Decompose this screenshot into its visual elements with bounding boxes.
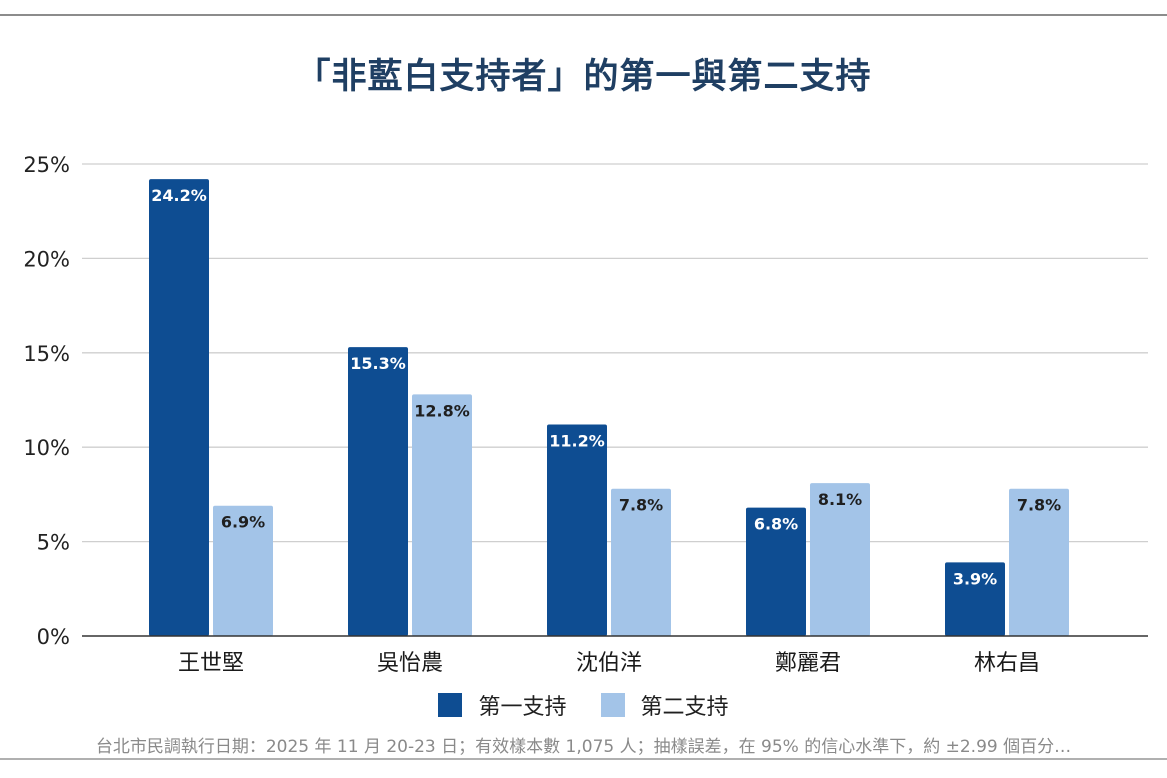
bar <box>149 179 209 636</box>
data-label: 7.8% <box>1017 496 1061 515</box>
bar <box>1009 488 1069 636</box>
bottom-border <box>0 758 1167 760</box>
data-label: 15.3% <box>350 354 406 373</box>
bar <box>547 424 607 636</box>
data-label: 11.2% <box>549 432 605 451</box>
y-tick-label: 20% <box>23 247 70 271</box>
x-tick-label: 吳怡農 <box>377 651 443 676</box>
legend-swatch-first <box>438 693 463 717</box>
bar <box>412 394 472 636</box>
data-label: 7.8% <box>619 496 663 515</box>
bar <box>348 347 408 636</box>
bar <box>746 507 806 636</box>
legend-swatch-second <box>600 693 625 717</box>
x-tick-label: 王世堅 <box>178 651 244 676</box>
bar <box>810 483 870 636</box>
x-tick-label: 沈伯洋 <box>576 651 642 676</box>
legend-label-second: 第二支持 <box>640 695 729 720</box>
legend: 第一支持 第二支持 <box>0 688 1167 722</box>
data-label: 3.9% <box>953 569 997 588</box>
bar <box>945 562 1005 636</box>
bar <box>213 505 273 636</box>
data-label: 6.9% <box>221 513 265 532</box>
chart-title: 「非藍白支持者」的第一與第二支持 <box>295 57 872 97</box>
legend-item-second: 第二支持 <box>600 689 729 721</box>
data-label: 12.8% <box>414 401 470 420</box>
x-tick-label: 林右昌 <box>974 651 1040 676</box>
y-tick-label: 15% <box>23 342 70 366</box>
y-tick-label: 0% <box>37 625 70 649</box>
bar <box>611 488 671 636</box>
x-tick-label: 鄭麗君 <box>775 651 841 676</box>
y-tick-label: 10% <box>23 436 70 460</box>
data-label: 6.8% <box>754 515 798 534</box>
top-border <box>0 14 1167 16</box>
data-label: 8.1% <box>818 490 862 509</box>
y-tick-label: 5% <box>37 531 70 555</box>
y-tick-label: 25% <box>23 153 70 177</box>
footnote: 台北市民調執行日期：2025 年 11 月 20-23 日；有效樣本數 1,07… <box>95 737 1072 757</box>
data-label: 24.2% <box>151 186 207 205</box>
legend-item-first: 第一支持 <box>438 689 567 721</box>
legend-label-first: 第一支持 <box>478 695 567 720</box>
